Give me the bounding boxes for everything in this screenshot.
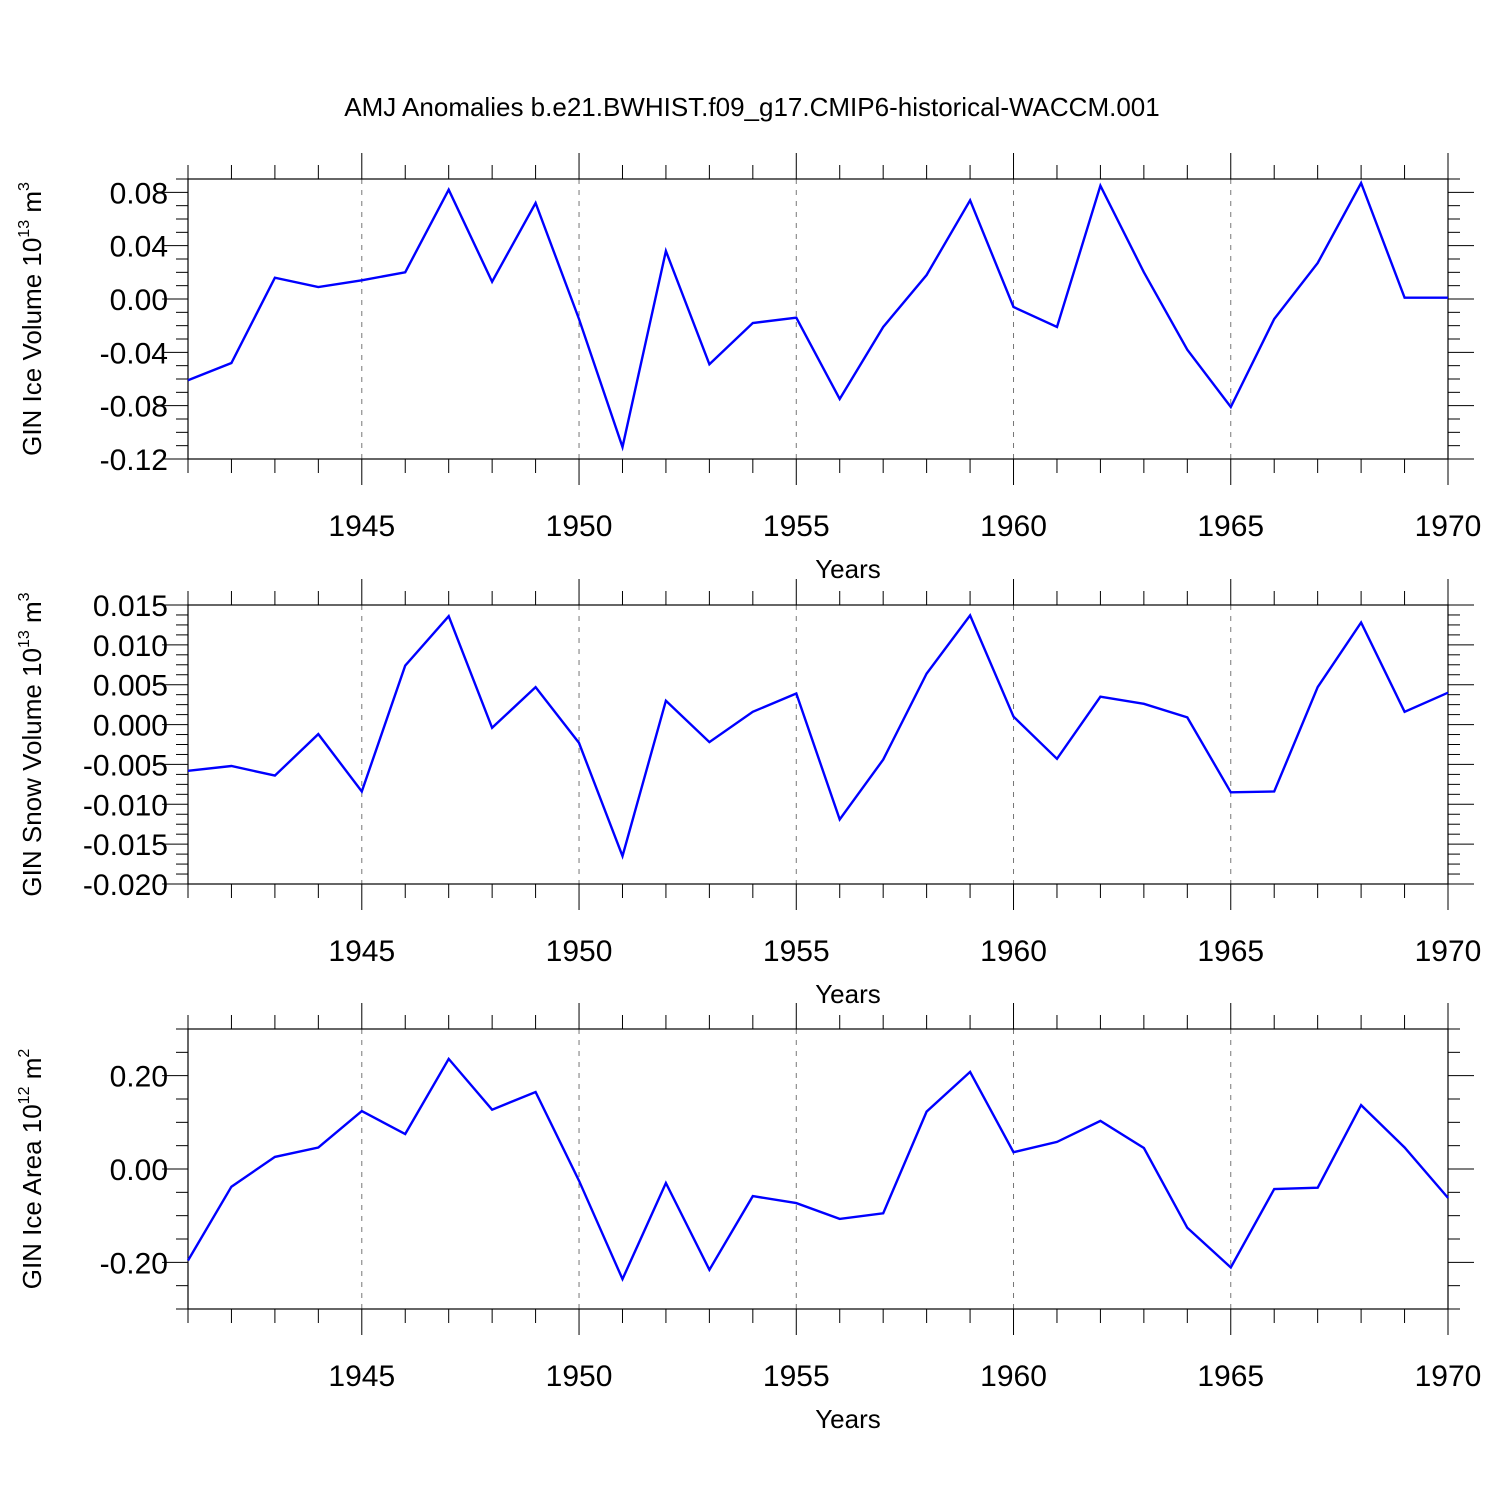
y-axis-title-exponent: 13 xyxy=(16,220,33,238)
x-tick-label: 1945 xyxy=(328,510,395,543)
y-axis-title-exponent: 2 xyxy=(16,1049,33,1058)
y-axis-title: GIN Ice Area 1012 m2 xyxy=(16,1049,47,1290)
y-axis-title-exponent: 3 xyxy=(16,182,33,191)
y-axis-title-text: GIN Snow Volume 10 xyxy=(17,648,47,897)
x-tick-label: 1960 xyxy=(980,935,1047,968)
x-tick-label: 1965 xyxy=(1197,935,1264,968)
chart-panel-2: 0.015 0.010 0.005 0.000 -0.005 -0.010 -0.015 -0… xyxy=(16,579,1481,1009)
plot-frame xyxy=(187,178,1449,460)
x-tick-label: 1955 xyxy=(763,1360,830,1393)
y-tick-label: 0.08 xyxy=(110,177,168,210)
x-tick-label: 1965 xyxy=(1197,1360,1264,1393)
y-axis-title-text: m xyxy=(17,601,47,630)
x-axis-title: Years xyxy=(815,1404,881,1434)
y-tick-label: -0.08 xyxy=(100,391,168,424)
x-tick-label: 1965 xyxy=(1197,510,1264,543)
y-tick-label: -0.005 xyxy=(83,749,168,782)
y-tick-label: -0.12 xyxy=(100,444,168,477)
y-axis-title-text: GIN Ice Volume 10 xyxy=(17,238,47,456)
y-axis-title-text: m xyxy=(17,1058,47,1087)
x-tick-label: 1950 xyxy=(546,1360,613,1393)
y-tick-label: 0.00 xyxy=(110,284,168,317)
y-axis-title-text: GIN Ice Area 10 xyxy=(17,1104,47,1289)
y-axis-title-exponent: 13 xyxy=(16,630,33,648)
y-tick-label: 0.000 xyxy=(93,710,168,743)
x-axis-title: Years xyxy=(815,979,881,1009)
chart-panel-1: 0.08 0.04 0.00 -0.04 -0.08 -0.12 1945 1950 1955 1… xyxy=(16,153,1481,584)
x-tick-label: 1955 xyxy=(763,510,830,543)
x-tick-label: 1970 xyxy=(1415,1360,1482,1393)
chart-title: AMJ Anomalies b.e21.BWHIST.f09_g17.CMIP6… xyxy=(344,92,1159,122)
y-tick-label: 0.20 xyxy=(110,1061,168,1094)
y-tick-label: -0.20 xyxy=(100,1247,168,1280)
y-tick-label: -0.020 xyxy=(83,869,168,902)
x-tick-label: 1950 xyxy=(546,935,613,968)
x-tick-label: 1955 xyxy=(763,935,830,968)
y-tick-label: 0.005 xyxy=(93,670,168,703)
chart-panel-3: 0.20 0.00 -0.20 1945 1950 1955 1960 1965 1970 Yea… xyxy=(16,1003,1481,1434)
x-tick-label: 1960 xyxy=(980,1360,1047,1393)
y-tick-label: 0.015 xyxy=(93,590,168,623)
chart-panels: 0.08 0.04 0.00 -0.04 -0.08 -0.12 1945 1950 1955 1… xyxy=(16,153,1481,1434)
x-tick-label: 1945 xyxy=(328,935,395,968)
x-tick-label: 1945 xyxy=(328,1360,395,1393)
y-tick-label: -0.04 xyxy=(100,337,168,370)
y-tick-label: -0.010 xyxy=(83,789,168,822)
y-tick-label: -0.015 xyxy=(83,829,168,862)
y-axis-title-exponent: 3 xyxy=(16,592,33,601)
x-tick-label: 1970 xyxy=(1415,510,1482,543)
plot-frame xyxy=(187,1028,1449,1310)
x-tick-label: 1960 xyxy=(980,510,1047,543)
series-line xyxy=(187,613,1449,860)
y-tick-label: 0.00 xyxy=(110,1154,168,1187)
y-axis-title: GIN Snow Volume 1013 m3 xyxy=(16,592,47,896)
x-tick-label: 1970 xyxy=(1415,935,1482,968)
x-tick-label: 1950 xyxy=(546,510,613,543)
y-axis-title-exponent: 12 xyxy=(16,1086,33,1104)
series-line xyxy=(186,1056,1449,1283)
y-tick-label: 0.010 xyxy=(93,630,168,663)
y-tick-label: 0.04 xyxy=(110,231,168,264)
x-axis-title: Years xyxy=(815,554,881,584)
series-line xyxy=(187,180,1448,452)
y-axis-title-text: m xyxy=(17,191,47,220)
y-axis-title: GIN Ice Volume 1013 m3 xyxy=(16,182,47,456)
